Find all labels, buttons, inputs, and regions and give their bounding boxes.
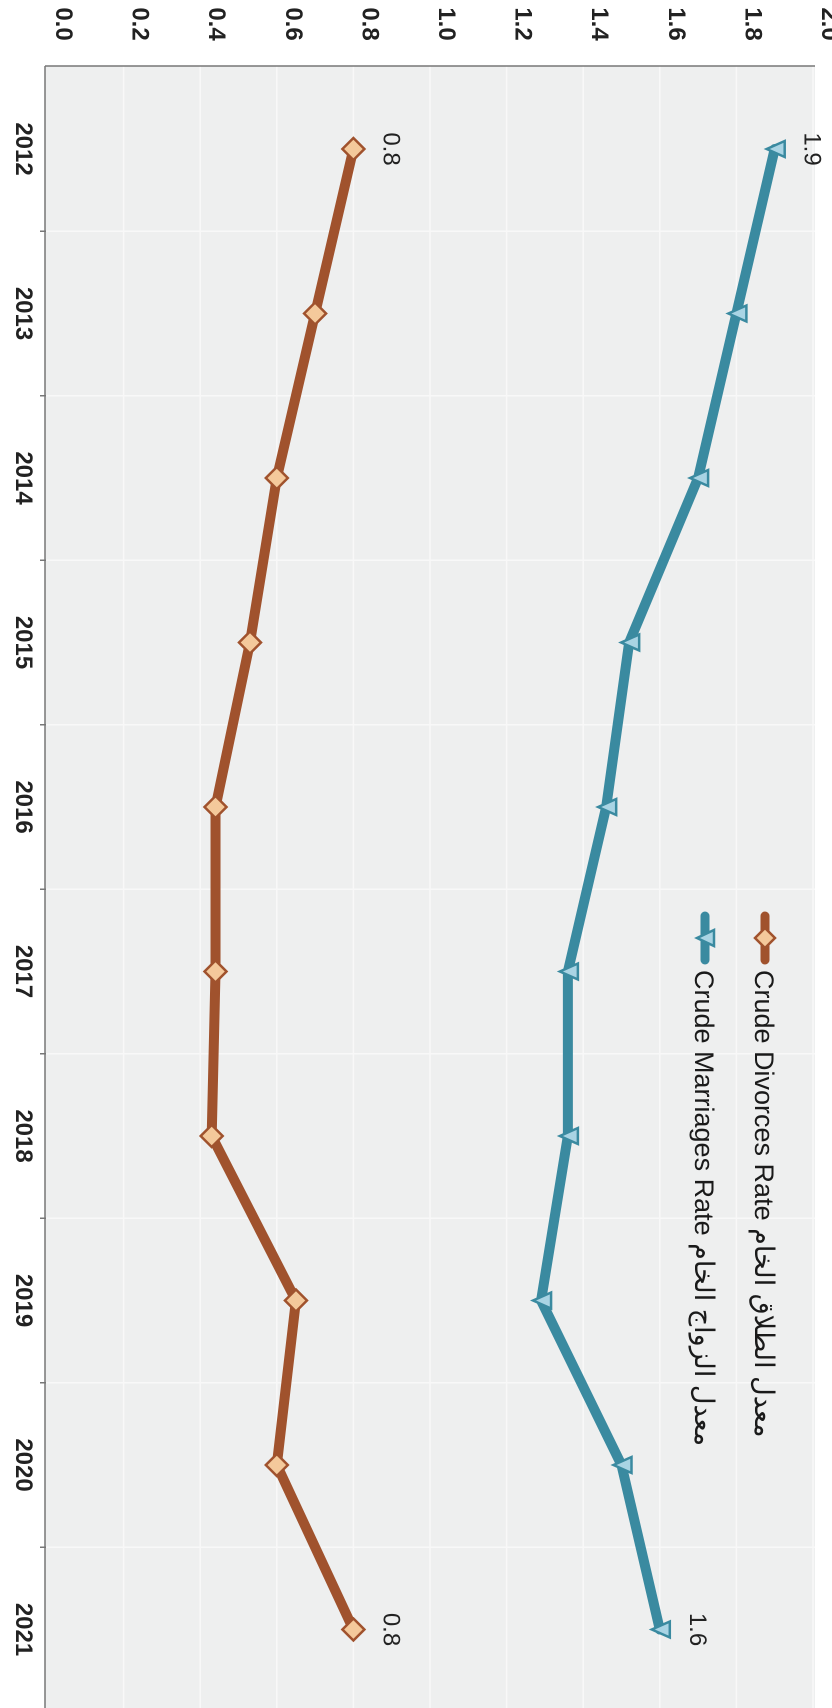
axes: 0.0 0.2 0.4 0.6 0.8 1.0 1.2 1.4 1.6 1.8 2.0 2012 201… bbox=[10, 7, 832, 1708]
legend-label: Crude Marriages Rate معدل الزواج الخام bbox=[688, 970, 719, 1446]
value-tick-label: 1.8 bbox=[739, 7, 766, 40]
legend-label: Crude Divorces Rate معدل الطلاق الخام bbox=[748, 970, 779, 1437]
data-point bbox=[529, 1290, 553, 1311]
data-point bbox=[595, 797, 618, 817]
data-point bbox=[725, 303, 748, 324]
value-tick-label: 0.8 bbox=[356, 7, 383, 40]
value-tick-label: 0.2 bbox=[127, 7, 154, 40]
data-point bbox=[264, 1452, 290, 1478]
data-point bbox=[610, 1455, 633, 1475]
data-point bbox=[198, 1123, 225, 1149]
data-point bbox=[283, 1287, 309, 1314]
data-point bbox=[687, 468, 710, 488]
data-label: 0.8 bbox=[377, 132, 404, 165]
data-point bbox=[618, 632, 641, 653]
legend-marker bbox=[753, 926, 777, 950]
data-point bbox=[237, 629, 263, 656]
data-point bbox=[763, 139, 786, 159]
legend-marker bbox=[694, 928, 716, 948]
data-label: 1.6 bbox=[684, 1613, 711, 1646]
value-tick-label: 1.6 bbox=[663, 7, 690, 40]
value-tick-label: 1.2 bbox=[510, 7, 537, 40]
data-label: 0.8 bbox=[377, 1613, 404, 1646]
category-tick-label: 2016 bbox=[10, 780, 37, 833]
data-point bbox=[648, 1619, 672, 1640]
value-tick-label: 0.6 bbox=[280, 7, 307, 40]
data-point bbox=[264, 465, 290, 491]
data-point bbox=[340, 136, 367, 162]
data-point bbox=[202, 958, 229, 985]
value-tick-label: 0.0 bbox=[50, 7, 77, 40]
value-tick-label: 1.4 bbox=[586, 7, 613, 41]
series-line bbox=[536, 144, 780, 1635]
grid-lines bbox=[45, 66, 815, 1708]
series-line bbox=[206, 144, 359, 1635]
category-tick-label: 2012 bbox=[10, 122, 37, 175]
data-label: 1.9 bbox=[799, 132, 826, 165]
category-tick-label: 2021 bbox=[10, 1603, 37, 1656]
category-tick-label: 2018 bbox=[10, 1109, 37, 1162]
series-lines bbox=[198, 136, 786, 1643]
category-tick-label: 2017 bbox=[10, 945, 37, 998]
value-tick-label: 0.4 bbox=[203, 7, 230, 41]
category-tick-label: 2019 bbox=[10, 1274, 37, 1327]
value-tick-label: 1.0 bbox=[433, 7, 460, 40]
category-tick-label: 2014 bbox=[10, 451, 37, 505]
data-point bbox=[302, 300, 328, 327]
data-labels: 0.8 0.8 1.9 1.6 bbox=[377, 132, 825, 1646]
value-tick-label: 2.0 bbox=[816, 7, 832, 40]
data-point bbox=[556, 961, 580, 982]
category-tick-label: 2020 bbox=[10, 1438, 37, 1491]
category-tick-label: 2015 bbox=[10, 616, 37, 669]
category-tick-label: 2013 bbox=[10, 287, 37, 340]
data-point bbox=[340, 1616, 367, 1643]
legend: Crude Divorces Rate معدل الطلاق الخام Cru… bbox=[688, 911, 779, 1446]
data-point bbox=[556, 1126, 580, 1146]
data-point bbox=[202, 794, 229, 820]
